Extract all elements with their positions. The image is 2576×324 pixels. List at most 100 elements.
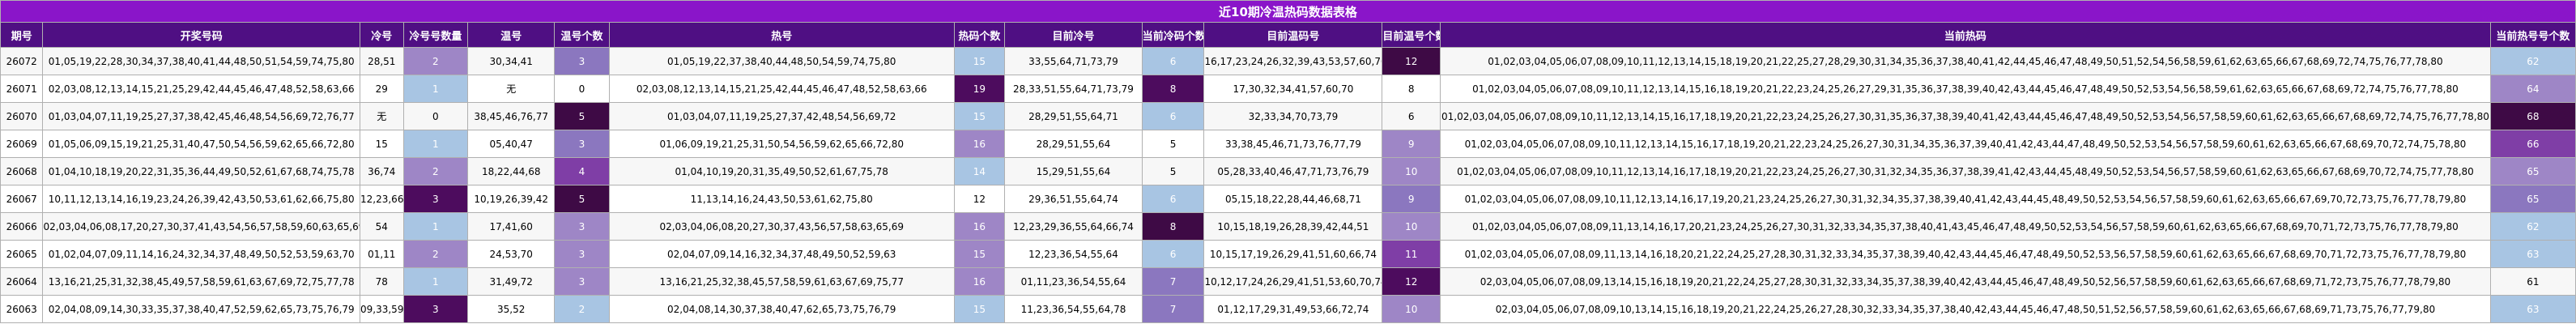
header-col-current-cold-count: 当前冷码个数 [1141,22,1205,48]
cell-issue: 26064 [0,267,44,296]
table-title: 近10期冷温热码数据表格 [0,0,2576,23]
cell-current-warm-count: 10 [1382,212,1441,241]
cell-hot: 01,06,09,19,21,25,31,50,54,56,59,62,65,6… [608,130,955,158]
table-row: 26070 01,03,04,07,11,19,25,27,37,38,42,45… [0,102,2576,130]
cell-current-cold: 28,29,51,55,64 [1004,130,1143,158]
cell-draw-numbers: 01,05,19,22,28,30,34,37,38,40,41,44,48,5… [42,47,361,75]
cell-warm-count: 3 [554,212,610,241]
cell-current-hot-count: 63 [2489,295,2576,323]
table-row: 26072 01,05,19,22,28,30,34,37,38,40,41,44… [0,47,2576,75]
cell-current-cold: 12,23,36,54,55,64 [1004,240,1143,268]
cell-hot: 01,05,19,22,37,38,40,44,48,50,54,59,74,7… [608,47,955,75]
cell-current-hot: 01,02,03,04,05,06,07,08,09,10,11,12,13,1… [1440,185,2491,213]
cell-current-hot-count: 62 [2489,212,2576,241]
cell-warm-count: 3 [554,240,610,268]
cell-hot-count: 14 [953,157,1006,185]
header-col-current-cold: 目前冷号 [1004,22,1143,48]
cell-warm: 30,34,41 [467,47,556,75]
cell-current-cold-count: 8 [1141,75,1205,103]
cell-current-hot-count: 68 [2489,102,2576,130]
cell-hot-count: 15 [953,102,1006,130]
cell-current-cold: 12,23,29,36,55,64,66,74 [1004,212,1143,241]
cell-current-cold-count: 7 [1141,267,1205,296]
cell-current-cold-count: 7 [1141,295,1205,323]
cell-issue: 26069 [0,130,44,158]
header-col-hot-count: 热码个数 [953,22,1006,48]
cell-current-cold: 28,33,51,55,64,71,73,79 [1004,75,1143,103]
cell-cold: 15 [360,130,404,158]
cell-current-warm-count: 6 [1382,102,1441,130]
cell-issue: 26066 [0,212,44,241]
cell-current-warm-count: 12 [1382,47,1441,75]
cell-issue: 26072 [0,47,44,75]
cell-cold: 09,33,59 [360,295,404,323]
table-row: 26067 10,11,12,13,14,16,19,23,24,26,39,42… [0,185,2576,213]
header-col-warm: 温号 [467,22,556,48]
cell-cold: 36,74 [360,157,404,185]
cell-issue: 26071 [0,75,44,103]
cell-current-warm: 32,33,34,70,73,79 [1203,102,1383,130]
cell-current-hot: 02,03,04,05,06,07,08,09,10,13,14,15,16,1… [1440,295,2491,323]
cell-current-warm: 17,30,32,34,41,57,60,70 [1203,75,1383,103]
cell-hot: 02,04,07,09,14,16,32,34,37,48,49,50,52,5… [608,240,955,268]
cell-hot: 01,03,04,07,11,19,25,27,37,42,48,54,56,6… [608,102,955,130]
cell-current-warm: 33,38,45,46,71,73,76,77,79 [1203,130,1383,158]
cell-hot-count: 16 [953,212,1006,241]
cell-hot: 13,16,21,25,32,38,45,57,58,59,61,63,67,6… [608,267,955,296]
cell-current-cold: 15,29,51,55,64 [1004,157,1143,185]
header-col-hot: 热号 [608,22,955,48]
header-row: 期号 开奖号码 冷号 冷号号数量 温号 温号个数 热号 热码个数 目前冷号 当前冷码个数 目前温码号… [0,22,2576,48]
cell-hot: 02,03,04,06,08,20,27,30,37,43,56,57,58,6… [608,212,955,241]
cell-draw-numbers: 01,02,04,07,09,11,14,16,24,32,34,37,48,4… [42,240,361,268]
cell-current-warm: 16,17,23,24,26,32,39,43,53,57,60,70 [1203,47,1383,75]
cell-warm: 05,40,47 [467,130,556,158]
cell-current-cold-count: 8 [1141,212,1205,241]
table-row: 26064 13,16,21,25,31,32,38,45,49,57,58,59… [0,267,2576,296]
cell-warm: 38,45,46,76,77 [467,102,556,130]
cell-warm-count: 5 [554,185,610,213]
cell-draw-numbers: 02,03,08,12,13,14,15,21,25,29,42,44,45,4… [42,75,361,103]
cell-current-hot-count: 64 [2489,75,2576,103]
cell-current-cold: 01,11,23,36,54,55,64 [1004,267,1143,296]
cell-cold: 01,11 [360,240,404,268]
cell-cold-count: 1 [402,75,469,103]
title-row: 近10期冷温热码数据表格 [0,0,2576,23]
cell-warm-count: 3 [554,130,610,158]
cell-draw-numbers: 01,03,04,07,11,19,25,27,37,38,42,45,46,4… [42,102,361,130]
cell-cold: 12,23,66 [360,185,404,213]
table-row: 26063 02,04,08,09,14,30,33,35,37,38,40,47… [0,295,2576,323]
cell-issue: 26070 [0,102,44,130]
cell-current-cold-count: 6 [1141,185,1205,213]
cell-warm: 31,49,72 [467,267,556,296]
cell-issue: 26067 [0,185,44,213]
header-col-issue: 期号 [0,22,44,48]
cell-hot-count: 15 [953,47,1006,75]
table-row: 26069 01,05,06,09,15,19,21,25,31,40,47,50… [0,130,2576,158]
header-col-warm-count: 温号个数 [554,22,610,48]
table-row: 26071 02,03,08,12,13,14,15,21,25,29,42,44… [0,75,2576,103]
cell-cold-count: 1 [402,212,469,241]
table-row: 26068 01,04,10,18,19,20,22,31,35,36,44,49… [0,157,2576,185]
cell-draw-numbers: 01,04,10,18,19,20,22,31,35,36,44,49,50,5… [42,157,361,185]
header-col-cold-count: 冷号号数量 [402,22,469,48]
cell-current-warm: 01,12,17,29,31,49,53,66,72,74 [1203,295,1383,323]
cell-current-cold: 11,23,36,54,55,64,78 [1004,295,1143,323]
header-col-current-warm-count: 目前温号个数 [1382,22,1441,48]
cell-current-warm-count: 8 [1382,75,1441,103]
cell-hot: 11,13,14,16,24,43,50,53,61,62,75,80 [608,185,955,213]
cell-warm: 18,22,44,68 [467,157,556,185]
cell-current-hot-count: 62 [2489,47,2576,75]
cell-issue: 26063 [0,295,44,323]
cell-hot-count: 16 [953,267,1006,296]
cell-current-warm-count: 9 [1382,185,1441,213]
cell-issue: 26068 [0,157,44,185]
cell-current-cold-count: 5 [1141,157,1205,185]
table-row: 26066 02,03,04,06,08,17,20,27,30,37,41,43… [0,212,2576,241]
cell-current-hot: 01,02,03,04,05,06,07,08,09,10,11,12,13,1… [1440,75,2491,103]
cell-current-warm: 10,15,18,19,26,28,39,42,44,51 [1203,212,1383,241]
cell-current-warm: 10,12,17,24,26,29,41,51,53,60,70,74 [1203,267,1383,296]
cell-hot: 02,03,08,12,13,14,15,21,25,42,44,45,46,4… [608,75,955,103]
cell-current-warm-count: 11 [1382,240,1441,268]
cell-current-warm-count: 12 [1382,267,1441,296]
